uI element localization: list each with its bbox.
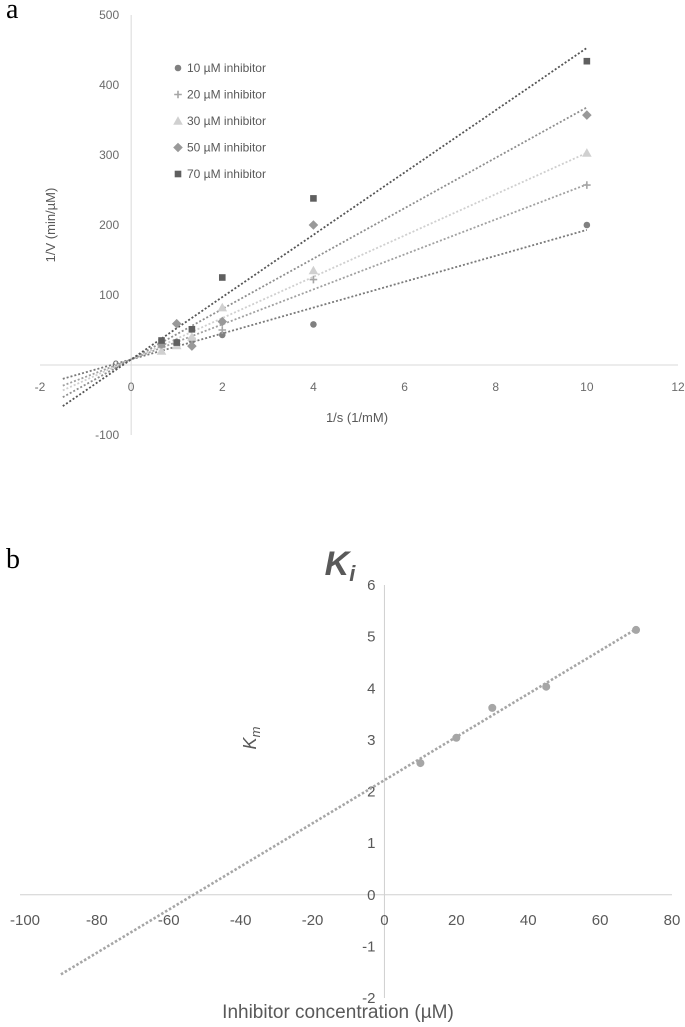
chart-a-y-axis-title: 1/V (min/µM): [43, 188, 58, 263]
chart-b-x-tick-label: -20: [302, 912, 324, 929]
chart-a-x-tick-label: 4: [310, 380, 317, 394]
chart-b-y-tick-label: -1: [362, 938, 375, 955]
chart-b-x-tick-label: 60: [592, 912, 609, 929]
chart-b-point: [452, 733, 461, 742]
chart-a-point: [308, 220, 319, 230]
chart-a-x-tick-label: -2: [35, 380, 46, 394]
chart-b-axes: -100 -80 -60 -40 -20 0 20 40 60 80 -2 -1 0 1 2 3 4 5 6: [10, 577, 680, 1007]
chart-b-point: [542, 682, 551, 691]
chart-b-x-tick-label: -100: [10, 912, 40, 929]
chart-a-point: [188, 326, 196, 333]
chart-b-x-tick-label: -40: [230, 912, 252, 929]
chart-a-point: [310, 321, 317, 328]
chart-a-y-tick-label: 300: [99, 148, 119, 162]
chart-a-point: [218, 326, 227, 334]
chart-b-point: [488, 703, 497, 712]
legend-entry: 30 µM inhibitor: [187, 114, 266, 128]
legend-marker: [174, 170, 182, 178]
ki-secondary-plot: Ki -100 -80 -60 -40 -20 0 20 40 60 80-2-10123456 …: [10, 545, 680, 1023]
legend-marker: [174, 64, 182, 72]
chart-a-point: [156, 346, 167, 355]
chart-a-point: [583, 221, 591, 229]
panel-label-a: a: [6, 0, 19, 25]
chart-a-points: [156, 57, 592, 355]
chart-a-point: [583, 181, 591, 189]
chart-a-x-tick-label: 6: [401, 380, 408, 394]
chart-b-title: Ki: [325, 545, 357, 586]
chart-a-point: [310, 195, 317, 202]
chart-b-trendline: [60, 627, 637, 976]
chart-a-point: [308, 265, 319, 275]
chart-a-trendlines: [62, 47, 588, 407]
chart-a-point: [582, 110, 592, 120]
chart-b-y-tick-label: -2: [362, 990, 375, 1007]
chart-a-trendline: [62, 106, 588, 398]
legend-marker: [174, 90, 182, 99]
chart-b-x-tick-label: 40: [520, 912, 537, 929]
chart-a-point: [218, 331, 226, 339]
chart-b-y-tick-label: 6: [367, 577, 375, 594]
panel-label-b: b: [6, 544, 20, 575]
chart-a-trendline: [62, 47, 588, 407]
chart-a-point: [217, 316, 228, 327]
chart-b-y-axis-title: Km: [240, 726, 263, 749]
chart-b-x-axis-title: Inhibitor concentration (µM): [222, 1002, 454, 1023]
chart-a-y-tick-label: 400: [99, 78, 119, 92]
chart-a-x-tick-label: 8: [492, 380, 499, 394]
chart-a-point: [173, 339, 181, 346]
chart-b-y-tick-label: 3: [367, 732, 375, 749]
chart-b-y-tick-label: 5: [367, 629, 375, 646]
chart-b-y-tick-label: 2: [367, 784, 375, 801]
chart-b-x-tick-label: -80: [86, 912, 108, 929]
legend-marker: [173, 142, 183, 153]
chart-a-legend: 10 µM inhibitor 20 µM inhibitor 30 µM inhi…: [173, 61, 266, 181]
legend-marker: [173, 116, 183, 125]
chart-a-point: [171, 318, 182, 329]
chart-a-y-tick-label: 500: [99, 8, 119, 22]
legend-entry: 20 µM inhibitor: [187, 88, 266, 102]
chart-b-y-tick-label: 1: [367, 835, 375, 852]
chart-b-trendline-line: [60, 627, 637, 976]
chart-a-x-axis-title: 1/s (1/mM): [326, 410, 388, 425]
chart-a-point: [582, 148, 592, 157]
chart-b-x-tick-label: 20: [448, 912, 465, 929]
chart-a-y-tick-label: 200: [99, 218, 119, 232]
chart-b-x-tick-label: 80: [664, 912, 681, 929]
chart-a-x-tick-label: 2: [219, 380, 226, 394]
chart-a-x-tick-label: 0: [128, 380, 135, 394]
chart-a-y-tick-label: -100: [95, 428, 119, 442]
chart-b-y-tick-label: 4: [367, 680, 375, 697]
chart-a-point: [217, 302, 228, 312]
chart-a-point: [187, 341, 197, 351]
chart-b-point: [416, 759, 425, 768]
chart-b-x-tick-label: 0: [380, 912, 388, 929]
chart-b-point: [632, 625, 641, 634]
chart-a-x-tick-label: 10: [580, 380, 594, 394]
chart-a-point: [309, 275, 318, 284]
chart-a-point: [187, 332, 197, 341]
chart-a-trendline: [62, 229, 588, 380]
legend-entry: 10 µM inhibitor: [187, 61, 266, 75]
chart-b-points: [416, 625, 641, 768]
legend-entry: 70 µM inhibitor: [187, 167, 266, 181]
legend-entry: 50 µM inhibitor: [187, 141, 266, 155]
chart-b-x-tick-label: -60: [158, 912, 180, 929]
chart-a-point: [583, 57, 591, 65]
chart-a-point: [158, 337, 165, 344]
chart-b-y-tick-label: 0: [367, 887, 375, 904]
chart-a-x-tick-label: 12: [671, 380, 685, 394]
chart-a-point: [218, 274, 226, 281]
chart-a-trendline: [62, 183, 588, 387]
chart-a-y-tick-label: 100: [99, 288, 119, 302]
